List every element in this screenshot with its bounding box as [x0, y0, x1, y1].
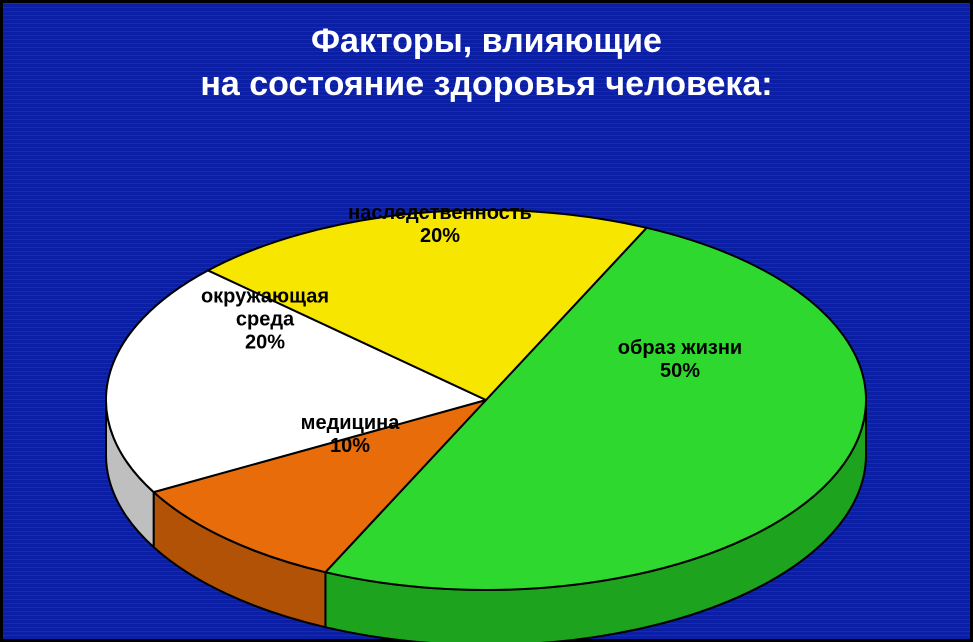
slide-title: Факторы, влияющие на состояние здоровья …	[0, 20, 973, 105]
pie-chart	[96, 200, 876, 642]
pie-svg	[96, 200, 876, 642]
